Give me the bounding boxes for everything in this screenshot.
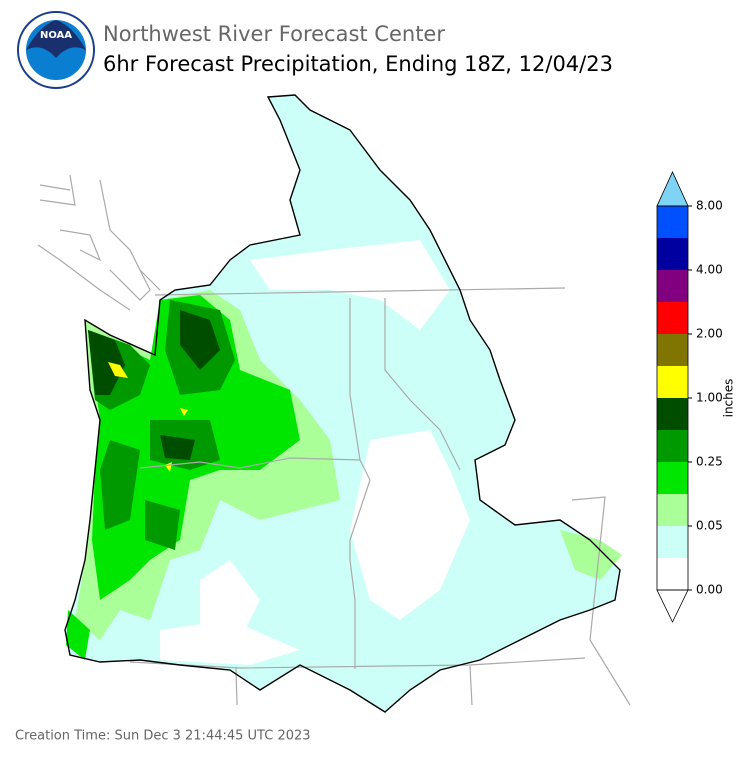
colorbar-label: inches [722, 379, 736, 418]
colorbar-segment [657, 206, 688, 238]
colorbar-tick-label: 1.00 [696, 391, 723, 405]
colorbar: 0.00 0.05 0.25 1.00 2.00 4.00 8.00 [656, 171, 723, 623]
dry-area [160, 240, 470, 665]
colorbar-segment [657, 302, 688, 334]
colorbar-segment [657, 430, 688, 462]
colorbar-tick-label: 2.00 [696, 327, 723, 341]
colorbar-tick-label: 0.25 [696, 455, 723, 469]
logo-bird [26, 20, 86, 58]
colorbar-segment [657, 398, 688, 430]
map [37, 94, 631, 713]
basin-outline [64, 94, 621, 713]
colorbar-tick-label: 4.00 [696, 263, 723, 277]
colorbar-segment [657, 462, 688, 494]
colorbar-under [656, 589, 689, 623]
creation-time: Creation Time: Sun Dec 3 21:44:45 UTC 20… [15, 729, 311, 744]
colorbar-segment [657, 334, 688, 366]
colorbar-segment [657, 558, 688, 590]
logo-text: NOAA [40, 30, 72, 41]
subtitle: 6hr Forecast Precipitation, Ending 18Z, … [103, 52, 613, 76]
colorbar-over [656, 171, 689, 207]
basin-fill [65, 95, 620, 712]
state-boundaries [129, 287, 631, 706]
colorbar-tick-label: 0.05 [696, 519, 723, 533]
very-heavy-precip [88, 310, 220, 460]
colorbar-segment [657, 238, 688, 270]
colorbar-segment [657, 494, 688, 526]
colorbar-tick-label: 8.00 [696, 199, 723, 213]
colorbar-segment [657, 366, 688, 398]
noaa-logo: NOAA [17, 11, 95, 89]
coastline [37, 174, 161, 311]
colorbar-segment [657, 270, 688, 302]
colorbar-segment [657, 526, 688, 558]
colorbar-tick-label: 0.00 [696, 583, 723, 597]
extreme-precip [108, 362, 188, 472]
title: Northwest River Forecast Center [103, 22, 445, 46]
